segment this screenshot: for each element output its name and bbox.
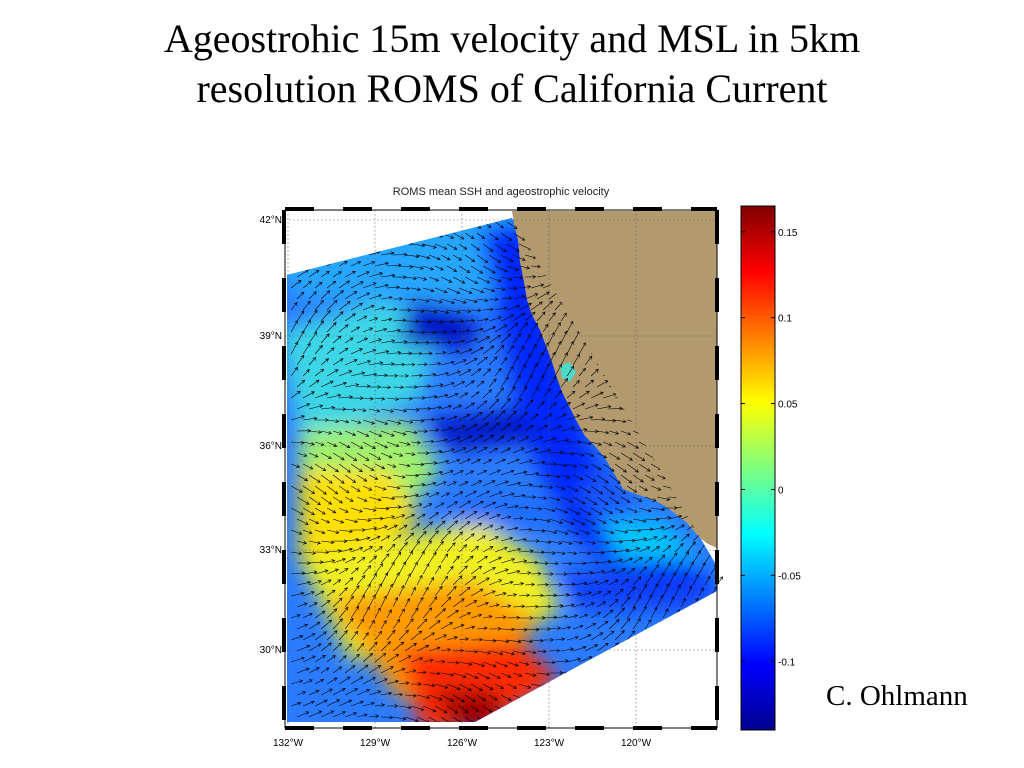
colorbar-ticks: 0.15 0.1 0.05 0 -0.05 -0.1 [741, 228, 801, 668]
slide-title-line-2: resolution ROMS of California Current [196, 66, 828, 111]
lon-label-129w: 129°W [360, 738, 391, 749]
colorbar-tick-label: 0.1 [778, 314, 792, 325]
colorbar-tick-label: 0.15 [778, 228, 798, 239]
colorbar-tick-label: 0.05 [778, 400, 798, 411]
colorbar [740, 205, 776, 731]
colorbar-tick-label: 0 [778, 485, 784, 496]
lon-label-126w: 126°W [447, 738, 478, 749]
author-credit: C. Ohlmann [826, 680, 968, 712]
frame-ticks [282, 207, 719, 730]
colorbar-tick-label: -0.05 [778, 571, 801, 582]
colorbar-tick-label: -0.1 [778, 657, 796, 668]
lat-label-39n: 39°N [260, 331, 282, 342]
lat-label-33n: 33°N [260, 545, 282, 556]
map-frame-border [284, 209, 718, 729]
lon-label-123w: 123°W [534, 738, 565, 749]
lon-label-132w: 132°W [273, 738, 304, 749]
slide-title: Ageostrohic 15m velocity and MSL in 5km … [0, 14, 1024, 114]
lon-label-120w: 120°W [621, 738, 652, 749]
slide-title-line-1: Ageostrohic 15m velocity and MSL in 5km [163, 16, 861, 61]
lat-label-30n: 30°N [260, 645, 282, 656]
land-mass [512, 211, 717, 548]
lat-label-42n: 42°N [260, 215, 282, 226]
map-title: ROMS mean SSH and ageostrophic velocity [392, 186, 610, 198]
lat-label-36n: 36°N [260, 441, 282, 452]
graticule [285, 210, 717, 728]
